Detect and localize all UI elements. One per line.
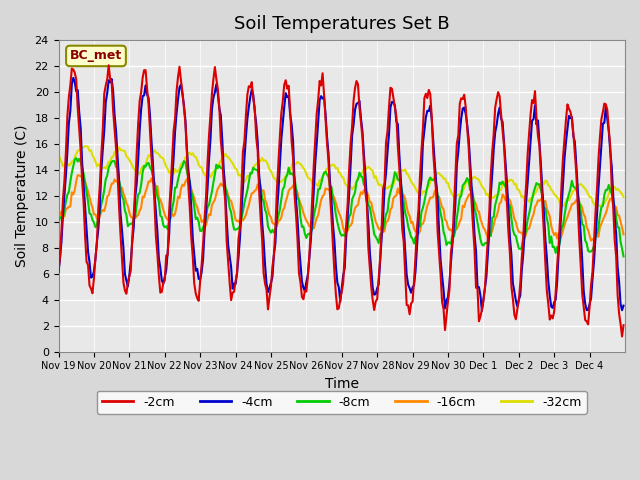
Text: BC_met: BC_met	[70, 49, 122, 62]
Title: Soil Temperatures Set B: Soil Temperatures Set B	[234, 15, 449, 33]
Y-axis label: Soil Temperature (C): Soil Temperature (C)	[15, 125, 29, 267]
Legend: -2cm, -4cm, -8cm, -16cm, -32cm: -2cm, -4cm, -8cm, -16cm, -32cm	[97, 391, 587, 414]
X-axis label: Time: Time	[324, 377, 359, 391]
